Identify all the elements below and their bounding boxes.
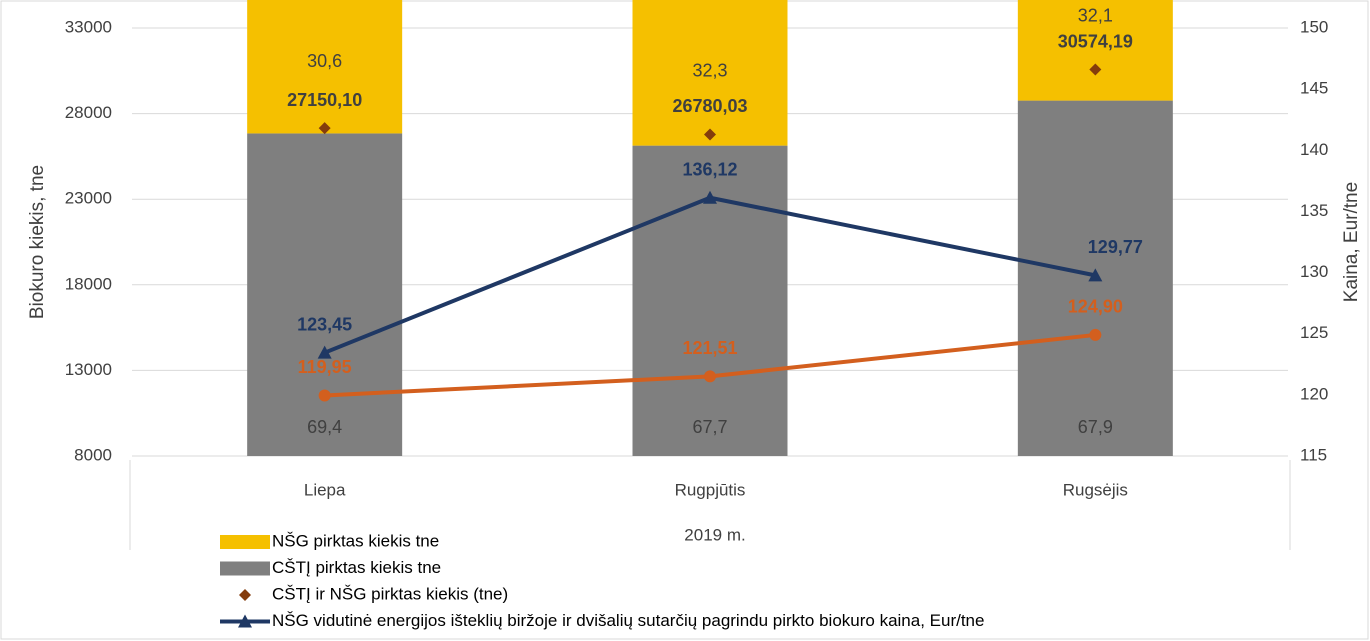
line-marker: [318, 389, 331, 402]
y-tick-label: 18000: [65, 274, 112, 293]
legend-label: CŠTĮ pirktas kiekis tne: [272, 558, 441, 577]
marker: [318, 122, 331, 135]
y2-tick-label: 150: [1300, 17, 1328, 36]
share-label: 32,3: [692, 60, 727, 80]
share-label: 67,9: [1078, 417, 1113, 437]
line-marker: [317, 345, 332, 359]
y-tick-label: 13000: [65, 360, 112, 379]
legend-label: NŠG vidutinė energijos išteklių biržoje …: [272, 611, 984, 630]
legend-swatch: [220, 561, 270, 576]
y2-tick-label: 120: [1300, 384, 1328, 403]
share-label: 67,7: [692, 417, 727, 437]
y-axis-label: Biokuro kiekis, tne: [27, 165, 48, 319]
value-label: 129,77: [1088, 237, 1143, 257]
line-marker: [703, 190, 717, 204]
share-label: 32,1: [1078, 5, 1113, 25]
legend-label: NŠG pirktas kiekis tne: [272, 531, 439, 550]
x-tick-label: Liepa: [304, 480, 346, 499]
y-tick-label: 23000: [65, 189, 112, 208]
y-tick-label: 28000: [65, 103, 112, 122]
total-label: 30574,19: [1058, 31, 1133, 51]
total-label: 26780,03: [672, 96, 747, 116]
bar-segment: [1017, 0, 1173, 101]
bar-segment: [247, 133, 403, 456]
line-marker: [704, 370, 716, 383]
bar-segment: [632, 0, 788, 146]
line-marker: [1089, 328, 1102, 341]
value-label: 123,45: [297, 314, 352, 334]
legend-label: CŠTĮ ir NŠG pirktas kiekis (tne): [272, 584, 508, 603]
share-label: 69,4: [307, 417, 342, 437]
x-axis-label: 2019 m.: [684, 525, 745, 544]
legend-swatch: [220, 535, 270, 549]
y2-tick-label: 145: [1300, 79, 1328, 98]
value-label: 121,51: [682, 338, 737, 358]
marker: [704, 128, 716, 141]
y2-tick-label: 125: [1300, 323, 1328, 342]
x-tick-label: Rugsėjis: [1063, 480, 1128, 499]
value-label: 124,90: [1068, 297, 1123, 317]
line-marker: [1088, 268, 1103, 282]
value-label: 136,12: [682, 159, 737, 179]
value-label: 119,95: [298, 357, 352, 377]
bar-segment: [247, 0, 403, 134]
share-label: 30,6: [307, 51, 342, 71]
total-label: 27150,10: [287, 90, 362, 110]
legend-swatch: [238, 614, 252, 628]
y2-tick-label: 135: [1300, 201, 1328, 220]
y2-tick-label: 130: [1300, 262, 1328, 281]
x-tick-label: Rugpjūtis: [675, 480, 746, 499]
y2-axis-label: Kaina, Eur/tne: [1341, 182, 1362, 302]
marker: [1089, 63, 1102, 76]
y-tick-label: 33000: [65, 17, 112, 36]
y2-tick-label: 115: [1300, 445, 1327, 464]
legend-swatch: [239, 589, 251, 601]
y2-tick-label: 140: [1300, 140, 1328, 159]
y-tick-label: 8000: [74, 445, 112, 464]
